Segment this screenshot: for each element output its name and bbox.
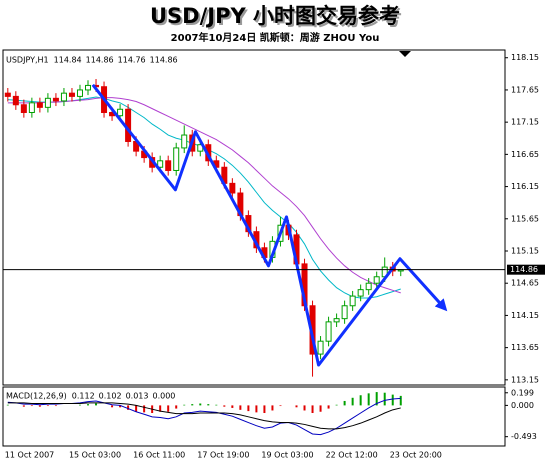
panel-reading: 114.86 — [86, 56, 114, 65]
panel-reading: 114.84 — [54, 56, 82, 65]
candle-body — [85, 84, 92, 91]
macd-plot — [6, 392, 402, 436]
macd-line — [7, 402, 401, 430]
candle-body — [341, 305, 348, 320]
panel-reading: 0.112 — [72, 392, 95, 401]
candle-body — [317, 340, 324, 355]
chart-title: USD/JPY 小时图交易参考 — [150, 4, 400, 28]
candle-body — [157, 160, 164, 168]
candle-body — [12, 95, 19, 106]
candle-body — [52, 97, 59, 102]
candle-body — [365, 282, 372, 291]
x-tick-label: 19 Oct 03:00 — [261, 451, 313, 460]
y-tick-label: 0.000 — [511, 401, 534, 410]
y-tick-label: 116.65 — [511, 150, 539, 159]
y-tick-label: -0.493 — [511, 432, 537, 441]
x-tick-label: 11 Oct 2007 — [5, 451, 54, 460]
price-box — [507, 264, 545, 275]
candle-body — [357, 289, 364, 297]
y-tick-label: 113.15 — [511, 375, 539, 384]
candle-body — [117, 108, 124, 117]
y-tick-label: 118.15 — [511, 53, 539, 62]
candle-body — [229, 182, 236, 194]
main-panel — [2, 49, 506, 386]
candle-body — [60, 92, 67, 102]
panel-reading: 114.76 — [118, 56, 146, 65]
candle-body — [36, 102, 43, 108]
shift-marker — [399, 51, 411, 57]
x-tick-label: 23 Oct 20:00 — [390, 451, 442, 460]
candle-body — [20, 104, 27, 113]
trend-line — [91, 83, 448, 367]
x-tick-label: 16 Oct 11:00 — [133, 451, 185, 460]
y-tick-label: 115.65 — [511, 214, 539, 223]
price-box-label: 114.86 — [510, 265, 538, 274]
panel-reading: 0.013 — [126, 392, 149, 401]
y-tick-label: 0.199 — [511, 388, 534, 397]
panel-reading: 114.86 — [150, 56, 178, 65]
y-tick-label: 114.65 — [511, 279, 539, 288]
x-tick-label: 17 Oct 19:00 — [197, 451, 249, 460]
candle-body — [349, 295, 356, 307]
candle-body — [181, 134, 188, 149]
y-tick-label: 113.65 — [511, 343, 539, 352]
y-tick-label: 117.65 — [511, 85, 539, 94]
main-plot — [4, 78, 448, 377]
candle-body — [76, 89, 83, 97]
candle-body — [325, 321, 332, 342]
panel-reading: 0.102 — [99, 392, 122, 401]
chart-subtitle: 2007年10月24日 凯斯顿：周游 ZHOU You — [171, 31, 380, 44]
y-tick-label: 115.15 — [511, 247, 539, 256]
x-tick-label: 15 Oct 03:00 — [69, 451, 121, 460]
y-tick-label: 117.15 — [511, 118, 539, 127]
candle-body — [173, 147, 180, 171]
candle-body — [165, 160, 172, 171]
candle-body — [333, 318, 340, 323]
moving-average — [7, 97, 401, 294]
macd-panel — [2, 386, 506, 447]
y-tick-label: 114.15 — [511, 311, 539, 320]
panel-reading: 0.000 — [152, 392, 175, 401]
candle-body — [4, 92, 11, 97]
candle-body — [44, 97, 51, 108]
x-tick-label: 22 Oct 12:00 — [326, 451, 378, 460]
candle-body — [68, 92, 75, 97]
y-tick-label: 116.15 — [511, 182, 539, 191]
candle-body — [373, 276, 380, 284]
candle-body — [28, 102, 35, 113]
panel-label: USDJPY,H1 — [6, 56, 49, 65]
axes: 118.15 117.65 117.15 116.65 116.15 115.65 115.… — [3, 53, 545, 460]
panel-label: MACD(12,26,9) — [6, 392, 67, 401]
